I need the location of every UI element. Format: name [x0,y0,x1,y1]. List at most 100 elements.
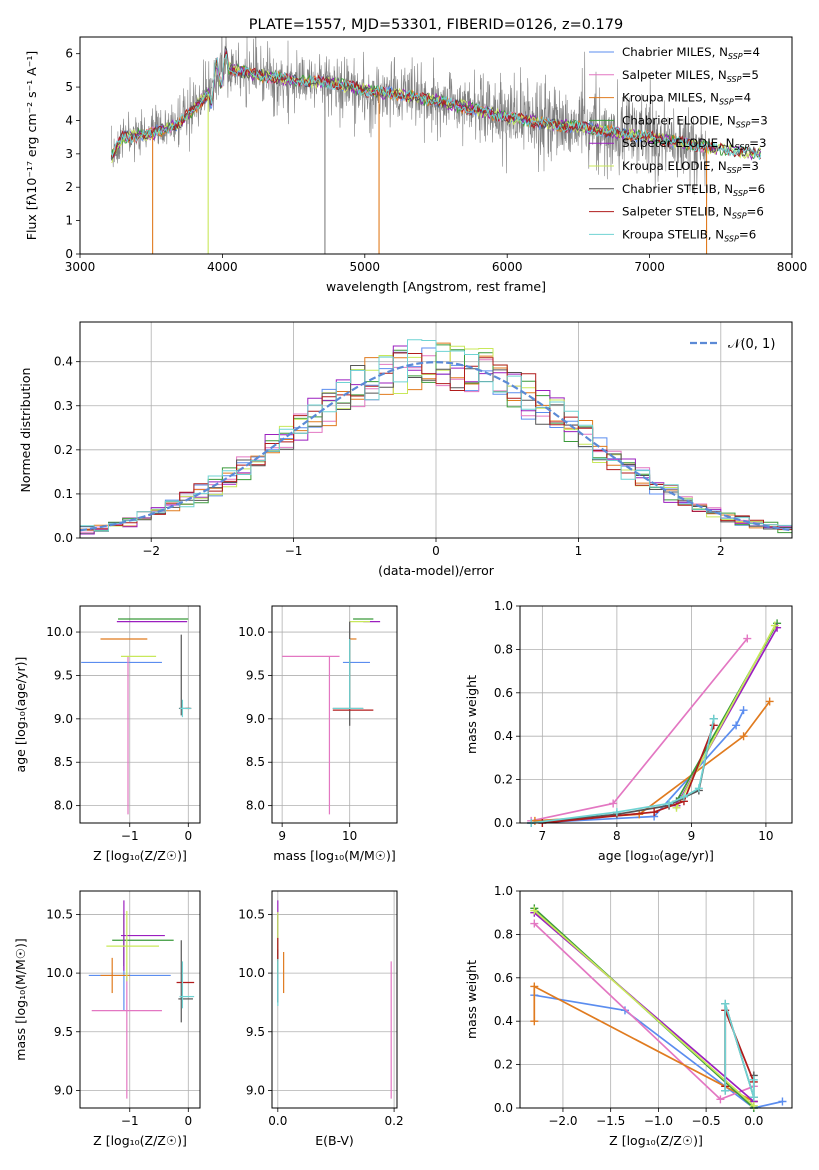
age_vs_mass-axes: 9 10 8.0 8.5 9.0 9.5 10.0 mass [log₁₀(M/M☉)] [238,606,397,863]
legend-label: Salpeter MILES, N [622,68,727,82]
marker-kroupa-miles [765,697,774,706]
x-tick-label: −1 [285,544,303,558]
x-tick-label: 5000 [350,260,381,274]
legend-subscript: SSP [732,212,747,221]
x-tick-label: 1 [575,544,583,558]
x-tick-label: −1 [121,829,139,843]
spectrum-frame [79,36,793,255]
mass_weight_vs_Z-frame [519,890,793,1109]
legend-entry: Kroupa STELIB, NSSP=6 [622,227,756,243]
y-tick-label: 0.4 [494,729,513,743]
legend-label: Kroupa MILES, N [622,91,719,105]
marker-salpeter-miles [530,919,539,928]
y-tick-label: 10.5 [238,907,265,921]
residuals-frame [79,321,793,539]
y-tick-label: 2 [65,180,73,194]
y-tick-label: 1 [65,214,73,228]
x-tick-label: 7000 [634,260,665,274]
y-axis-label: Flux [fλ10⁻¹⁷ erg cm⁻² s⁻¹ A⁻¹] [24,51,39,240]
x-axis-label: Z [log₁₀(Z/Z☉)] [93,848,187,863]
x-axis-label: Z [log₁₀(Z/Z☉)] [609,1133,703,1148]
x-tick-label: −2 [142,544,160,558]
y-tick-label: 8.5 [54,755,73,769]
x-tick-label: 0.0 [744,1114,763,1128]
x-tick-label: −0.5 [692,1114,721,1128]
y-tick-label: 10.0 [46,625,73,639]
marker-kroupa-stelib [709,714,718,723]
legend-subscript: SSP [733,189,748,198]
y-tick-label: 0.3 [54,399,73,413]
y-tick-label: 0.0 [54,531,73,545]
y-tick-label: 10.0 [238,966,265,980]
marker-kroupa-elodie [770,621,779,630]
legend-label: Kroupa STELIB, N [622,227,724,241]
y-tick-label: 0.8 [494,927,513,941]
legend-entry: Salpeter ELODIE, NSSP=3 [622,136,767,152]
legend-subscript: SSP [736,120,751,129]
y-axis-label: age [log₁₀(age/yr)] [13,657,28,773]
legend-value: =3 [750,113,767,127]
legend-subscript: SSP [724,234,739,243]
marker-kroupa-stelib [749,1075,758,1084]
x-tick-label: 6000 [492,260,523,274]
series-line-salpeter-stelib [542,725,715,823]
legend-entry: Salpeter MILES, NSSP=5 [622,68,759,84]
legend-value: =3 [749,136,766,150]
series-line-kroupa-stelib [724,1003,755,1098]
y-tick-label: 9.0 [246,712,265,726]
legend-label: Kroupa ELODIE, N [622,159,727,173]
marker-salpeter-miles [743,634,752,643]
legend-entry: Chabrier STELIB, NSSP=6 [622,182,765,198]
x-tick-label: 0.2 [385,1114,404,1128]
x-tick-label: 0 [184,829,192,843]
y-tick-label: 0.2 [494,1058,513,1072]
y-tick-label: 0.0 [494,1101,513,1115]
residuals-axes: −2 −1 0 1 2 0.0 0.1 0.2 0.3 0.4 (data-model)/error… [18,322,792,578]
y-tick-label: 9.5 [54,1025,73,1039]
x-tick-label: 4000 [207,260,238,274]
age_vs_Z-frame [79,605,201,824]
legend-entry: Salpeter STELIB, NSSP=6 [622,205,764,221]
marker-kroupa-miles [530,982,539,991]
series-line-kroupa-elodie [533,909,755,1107]
x-tick-label: −1 [121,1114,139,1128]
legend-value: =5 [741,68,758,82]
y-tick-label: 9.5 [54,668,73,682]
x-axis-label: mass [log₁₀(M/M☉)] [273,848,395,863]
x-tick-label: −1.0 [644,1114,673,1128]
x-axis-label: wavelength [Angstrom, rest frame] [326,279,546,294]
y-tick-label: 0.1 [54,487,73,501]
y-tick-label: 5 [65,80,73,94]
y-tick-label: 1.0 [494,599,513,613]
x-tick-label: 8 [613,829,621,843]
mass_vs_Z-frame [79,890,201,1109]
x-tick-label: 8000 [777,260,808,274]
y-tick-label: 3 [65,147,73,161]
chart-title: PLATE=1557, MJD=53301, FIBERID=0126, z=0… [249,17,623,33]
mass_vs_Z-axes: −1 0 9.0 9.5 10.0 10.5 Z [log₁₀(Z/Z☉)] mass [lo… [13,891,200,1148]
marker-chabrier-miles [739,706,748,715]
y-tick-label: 0.2 [54,443,73,457]
legend-entry: Kroupa MILES, NSSP=4 [622,91,751,107]
legend-value: =6 [747,205,764,219]
legend-label: Salpeter ELODIE, N [622,136,734,150]
y-tick-label: 0.4 [494,1014,513,1028]
model-line-salpeter-stelib [110,50,762,159]
marker-kroupa-miles [530,1017,539,1026]
legend-label: Chabrier STELIB, N [622,182,733,196]
x-tick-label: 3000 [65,260,96,274]
x-tick-label: 0 [432,544,440,558]
legend-entry: Chabrier ELODIE, NSSP=3 [622,113,768,129]
legend-subscript: SSP [734,143,749,152]
marker-salpeter-stelib [650,808,659,817]
y-tick-label: 9.0 [54,1083,73,1097]
legend-label: Chabrier MILES, N [622,45,728,59]
marker-kroupa-stelib [721,999,730,1008]
y-tick-label: 0.8 [494,642,513,656]
series-line-chabrier-miles [534,994,783,1108]
legend-value: =6 [748,182,765,196]
marker-kroupa-stelib [665,799,674,808]
series-line-kroupa-stelib [531,718,715,823]
spectrum-axes: 3000 4000 5000 6000 7000 8000 0 1 2 3 4 5 6 wavelengt… [24,47,807,294]
